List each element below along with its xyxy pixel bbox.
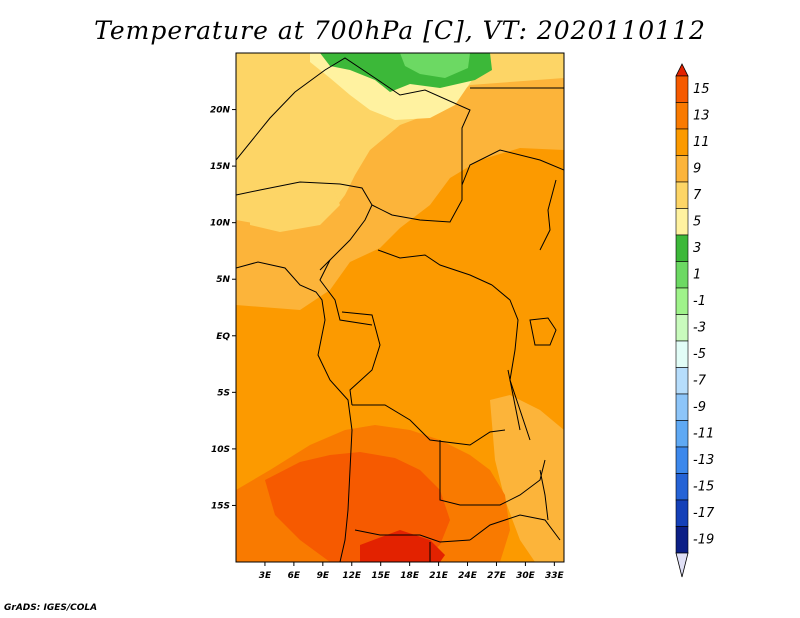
border-drc-east — [491, 284, 531, 441]
colorbar-swatch — [675, 181, 689, 209]
colorbar-swatch — [675, 287, 689, 315]
lon-tick-label: 30E — [516, 571, 536, 581]
lon-tick-label: 21E — [429, 571, 449, 581]
lon-tick-label: 15E — [371, 571, 391, 581]
lon-tick-label: 12E — [342, 571, 362, 581]
lat-tick-label: 5N — [216, 275, 230, 285]
colorbar-level-label: -13 — [693, 453, 714, 468]
border-sahara — [236, 57, 471, 185]
colorbar-swatch — [675, 261, 689, 289]
colorbar-level-label: -9 — [693, 400, 706, 415]
colorbar: 15 13 11 9 7 5 3 1 -1 -3 -5 -7 -9 -11 -13 -15 -17 -19 — [675, 63, 715, 578]
lat-tick-label: 10S — [211, 445, 230, 455]
map-frame — [235, 52, 565, 563]
lon-tick-label: 27E — [487, 571, 507, 581]
colorbar-level-label: 7 — [693, 188, 702, 203]
colorbar-level-label: -3 — [693, 321, 706, 336]
colorbar-level-label: -19 — [693, 533, 714, 548]
lat-tick-label: EQ — [216, 332, 230, 342]
border-gabon-congo — [341, 311, 381, 406]
coastline — [236, 261, 353, 562]
colorbar-swatch — [675, 446, 689, 474]
border-car-drc — [377, 249, 493, 286]
map-title: Temperature at 700hPa [C], VT: 202011011… — [94, 16, 706, 45]
lat-tick-label: 15S — [211, 501, 230, 511]
colorbar-swatch — [675, 155, 689, 183]
colorbar-level-label: -15 — [693, 480, 714, 495]
border-drc-south — [352, 404, 506, 446]
colorbar-level-label: -1 — [693, 294, 706, 309]
colorbar-swatch — [675, 128, 689, 156]
lat-tick-label: 10N — [210, 219, 231, 229]
colorbar-level-label: 1 — [693, 268, 701, 283]
lon-tick-label: 9E — [317, 571, 330, 581]
colorbar-level-label: 5 — [693, 215, 701, 230]
border-lake-victoria — [529, 317, 557, 346]
colorbar-swatch — [675, 102, 689, 130]
colorbar-level-label: 15 — [693, 82, 710, 97]
colorbar-swatch — [675, 208, 689, 236]
colorbar-top-arrow — [675, 63, 689, 77]
colorbar-swatch — [675, 340, 689, 368]
colorbar-level-label: -5 — [693, 347, 706, 362]
colorbar-level-label: 13 — [693, 109, 710, 124]
lon-tick-label: 6E — [288, 571, 301, 581]
lon-tick-label: 24E — [458, 571, 478, 581]
field-15plus-south — [360, 530, 445, 562]
lon-tick-label: 33E — [545, 571, 565, 581]
colorbar-swatch — [675, 314, 689, 342]
border-cameroon — [319, 259, 373, 326]
colorbar-bottom-arrow — [675, 552, 689, 578]
colorbar-swatch — [675, 234, 689, 262]
colorbar-swatch — [675, 499, 689, 527]
colorbar-swatch — [675, 420, 689, 448]
colorbar-level-label: -11 — [693, 427, 714, 442]
border-lake-malawi — [539, 469, 549, 521]
border-chad-car — [371, 149, 564, 223]
lat-tick-label: 15N — [210, 162, 231, 172]
temperature-field — [236, 53, 564, 562]
colorbar-swatch — [675, 75, 689, 103]
border-zambia — [439, 440, 546, 506]
border-zimbabwe — [469, 514, 561, 541]
colorbar-swatch — [675, 473, 689, 501]
field-5-7-west — [250, 170, 340, 232]
country-boundaries — [236, 57, 564, 562]
colorbar-level-label: -7 — [693, 374, 707, 389]
lon-tick-label: 3E — [259, 571, 272, 581]
lat-tick-label: 20N — [210, 106, 231, 116]
colorbar-level-label: 9 — [693, 162, 701, 177]
latitude-axis: 20N 15N 10N 5N EQ 5S 10S 15S — [210, 106, 236, 511]
field-neg1-1-north — [400, 53, 470, 78]
colorbar-level-label: -17 — [693, 506, 715, 521]
lat-tick-label: 5S — [217, 388, 230, 398]
colorbar-swatch — [675, 526, 689, 554]
colorbar-level-label: 11 — [693, 135, 710, 150]
border-lake-tanganyika — [507, 369, 521, 431]
colorbar-level-label: 3 — [693, 241, 701, 256]
lon-tick-label: 18E — [400, 571, 420, 581]
colorbar-swatch — [675, 367, 689, 395]
longitude-axis: 3E 6E 9E 12E 15E 18E 21E 24E 27E 30E 33E — [259, 562, 565, 581]
border-ethiopia — [539, 179, 557, 251]
grads-credit: GrADS: IGES/COLA — [4, 603, 98, 613]
colorbar-swatch — [675, 393, 689, 421]
border-angola-namibia — [354, 529, 471, 543]
border-sahel — [236, 181, 373, 271]
